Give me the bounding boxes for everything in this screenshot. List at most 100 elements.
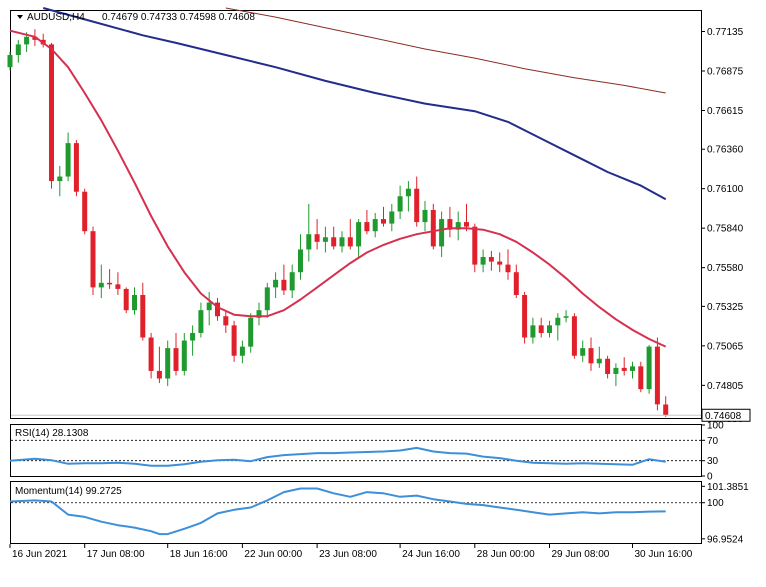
candle-body	[630, 366, 635, 371]
rsi-tick-label: 0	[707, 472, 713, 483]
candle-body	[356, 222, 362, 247]
candle	[638, 361, 644, 393]
candle	[654, 337, 660, 411]
candle	[49, 42, 54, 189]
candle	[563, 310, 569, 323]
candle-body	[381, 219, 386, 224]
price-tick-label: 0.76100	[707, 184, 744, 195]
time-tick-label: 16 Jun 2021	[12, 549, 67, 560]
candle	[156, 346, 162, 384]
candle	[7, 52, 13, 71]
candle	[430, 203, 436, 250]
candle-body	[488, 257, 494, 262]
candle-body	[132, 294, 137, 311]
candle	[231, 320, 237, 362]
time-tick-label: 23 Jun 08:00	[319, 549, 377, 560]
candle-body	[588, 348, 594, 364]
last-price-label: 0.74608	[705, 411, 742, 422]
price-tick-label: 0.77135	[707, 27, 744, 38]
candle	[488, 250, 494, 271]
candle	[82, 188, 88, 235]
momentum-tick-label: 100	[707, 498, 724, 509]
candle-body	[24, 36, 30, 45]
candle-body	[439, 219, 445, 247]
candle	[663, 396, 669, 417]
ma-slow-line	[225, 7, 666, 94]
candle-body	[472, 226, 478, 265]
time-tick-label: 18 Jun 16:00	[170, 549, 228, 560]
ma-fast-line	[9, 29, 667, 348]
candle-body	[464, 222, 469, 227]
candle	[472, 223, 478, 273]
candle	[447, 206, 453, 238]
candle-body	[455, 222, 461, 230]
candle-body	[98, 282, 104, 288]
ma-mid-line	[42, 7, 667, 201]
candle	[215, 298, 220, 321]
candle	[339, 231, 345, 253]
momentum-pane-frame	[10, 481, 702, 544]
price-tick-label: 0.76615	[707, 106, 744, 117]
candle	[331, 226, 337, 250]
candle-body	[82, 191, 88, 232]
candle-body	[281, 279, 287, 291]
candle	[505, 249, 511, 280]
candle-body	[414, 188, 420, 223]
candle	[414, 176, 420, 227]
candle	[547, 320, 552, 338]
candle-body	[248, 317, 254, 347]
candle	[140, 282, 146, 341]
candle-body	[123, 288, 129, 311]
time-tick-label: 30 Jun 16:00	[635, 549, 693, 560]
candle-body	[314, 234, 320, 242]
candle-body	[173, 348, 179, 371]
candle-body	[530, 325, 536, 338]
candle	[173, 332, 179, 376]
price-tick-label: 0.74805	[707, 381, 744, 392]
symbol-label: AUDUSD,H4	[27, 12, 85, 23]
candle-body	[522, 294, 528, 338]
candle-body	[198, 310, 204, 333]
candle-body	[654, 346, 660, 405]
candle	[73, 140, 79, 197]
candle	[314, 219, 320, 250]
candle	[522, 291, 528, 344]
rsi-pane-frame	[10, 424, 702, 477]
candle	[347, 219, 353, 250]
candle	[248, 313, 254, 353]
price-tick-label: 0.75065	[707, 341, 744, 352]
price-tick-label: 0.75840	[707, 224, 744, 235]
price-tick-label: 0.75580	[707, 263, 744, 274]
candle	[206, 291, 212, 326]
candle-body	[322, 237, 328, 242]
candle-body	[223, 316, 229, 326]
rsi-line	[9, 446, 666, 467]
candle-body	[389, 211, 395, 224]
candle	[281, 264, 287, 295]
candle-body	[231, 325, 237, 356]
candle-body	[638, 366, 644, 390]
candle-body	[181, 340, 187, 371]
candle	[621, 357, 627, 376]
candle	[580, 340, 586, 362]
candle	[356, 219, 362, 258]
candle-body	[397, 196, 403, 212]
ohlc-values: 0.74679 0.74733 0.74598 0.74608	[102, 12, 255, 23]
candle-body	[547, 325, 552, 333]
candle	[289, 264, 295, 299]
candle-body	[364, 222, 370, 232]
candle	[15, 39, 21, 63]
price-tick-label: 0.76875	[707, 66, 744, 77]
momentum-line	[9, 487, 666, 536]
dropdown-triangle-icon[interactable]	[17, 15, 23, 19]
candle	[646, 345, 652, 394]
candle-body	[115, 284, 121, 289]
candle	[132, 287, 137, 315]
candle	[90, 226, 96, 295]
candle-body	[339, 237, 345, 247]
candle-body	[663, 404, 669, 416]
candle-body	[206, 302, 212, 311]
candle	[181, 332, 187, 376]
candle	[588, 337, 594, 371]
